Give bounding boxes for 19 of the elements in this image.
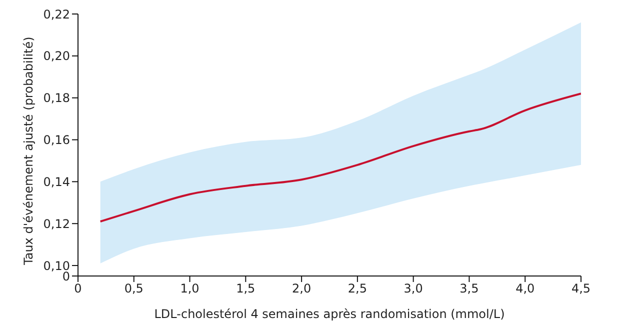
x-tick-label: 2,5 [348,282,367,296]
y-tick-label: 0,16 [43,133,70,148]
line-series [99,92,581,223]
x-tick-label: 0,5 [124,282,144,296]
x-tick-label: 1,0 [180,282,200,296]
x-tick-label: 3,5 [460,282,479,296]
x-tick-label: 4,0 [516,282,535,296]
y-axis-title: Taux d'événement ajusté (probabilité) [21,36,36,266]
x-tick-label: 4,5 [571,282,591,296]
x-tick-label: 0 [74,282,82,296]
y-tick-label: 0,18 [43,91,70,106]
y-tick-label: 0,12 [43,216,70,231]
x-axis-title: LDL-cholestérol 4 semaines après randomisation (mmol/L) [154,307,505,321]
x-tick-label: 3,0 [404,282,423,296]
y-tick-label: 0,14 [43,174,70,189]
y-tick-label: 0,22 [43,7,70,22]
x-tick-label: 1,5 [236,282,256,296]
x-tick-label: 2,0 [292,282,312,296]
y-tick-label: 0,20 [43,49,70,64]
